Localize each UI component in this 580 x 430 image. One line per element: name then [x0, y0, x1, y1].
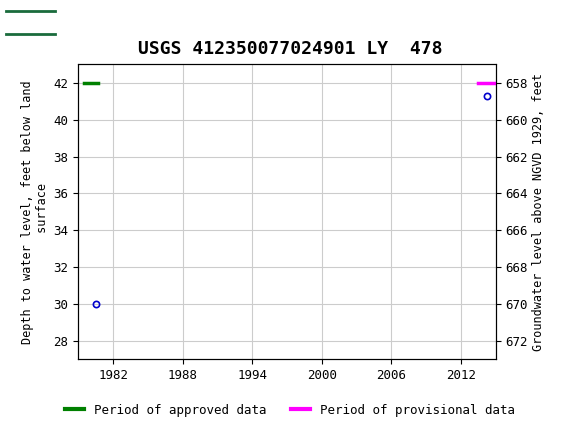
Y-axis label: Depth to water level, feet below land
 surface: Depth to water level, feet below land su…	[21, 80, 49, 344]
Y-axis label: Groundwater level above NGVD 1929, feet: Groundwater level above NGVD 1929, feet	[532, 73, 545, 351]
Text: ▒USGS: ▒USGS	[5, 14, 68, 31]
FancyBboxPatch shape	[5, 4, 57, 41]
Legend: Period of approved data, Period of provisional data: Period of approved data, Period of provi…	[60, 399, 520, 421]
Text: USGS 412350077024901 LY  478: USGS 412350077024901 LY 478	[138, 40, 442, 58]
